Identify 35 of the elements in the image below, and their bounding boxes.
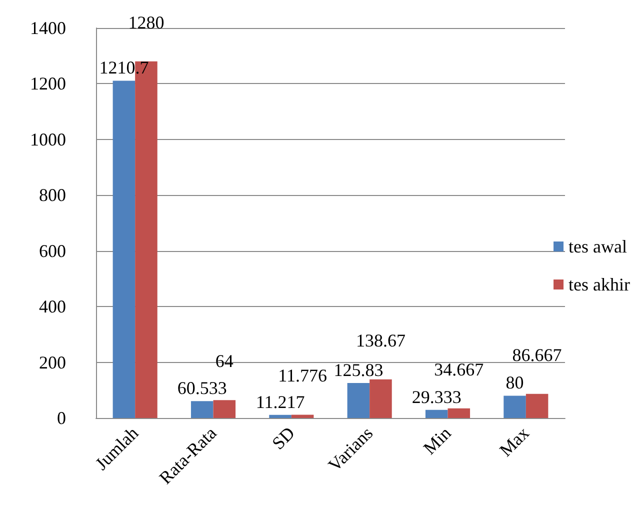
- bar: [269, 414, 292, 418]
- x-tick-label: Max: [496, 422, 533, 460]
- data-label: 64: [215, 351, 234, 372]
- bar: [448, 408, 470, 418]
- y-tick-label: 800: [39, 185, 66, 206]
- data-label: 86.667: [512, 344, 562, 365]
- data-label: 34.667: [434, 359, 484, 380]
- bar: [504, 396, 526, 418]
- y-tick-label: 1200: [30, 74, 66, 94]
- bar: [190, 401, 214, 418]
- y-tick-label: 400: [39, 296, 66, 317]
- x-tick-label: SD: [268, 422, 298, 454]
- bar: [425, 410, 448, 418]
- data-label: 11.776: [278, 366, 327, 386]
- data-label: 125.83: [334, 360, 384, 380]
- y-tick-label: 1000: [30, 129, 66, 150]
- data-label: 60.533: [177, 378, 227, 398]
- y-tick-label: 1400: [30, 18, 66, 38]
- bar: [291, 414, 314, 418]
- x-tick-label: Min: [419, 422, 455, 458]
- data-label: 29.333: [412, 386, 462, 407]
- y-tick-label: 0: [57, 408, 66, 428]
- bar: [112, 80, 136, 418]
- data-label: 11.217: [256, 392, 305, 412]
- bar: [370, 379, 392, 418]
- legend-label: tes akhir: [568, 274, 630, 294]
- data-label: 138.67: [356, 330, 406, 350]
- data-label: 1280: [128, 12, 164, 32]
- bar: [213, 400, 236, 418]
- y-tick-label: 200: [39, 352, 66, 372]
- bar: [347, 382, 370, 418]
- bar: [526, 394, 548, 418]
- data-label: 80: [506, 372, 524, 393]
- y-tick-label: 600: [39, 240, 66, 261]
- legend-label: tes awal: [568, 236, 628, 256]
